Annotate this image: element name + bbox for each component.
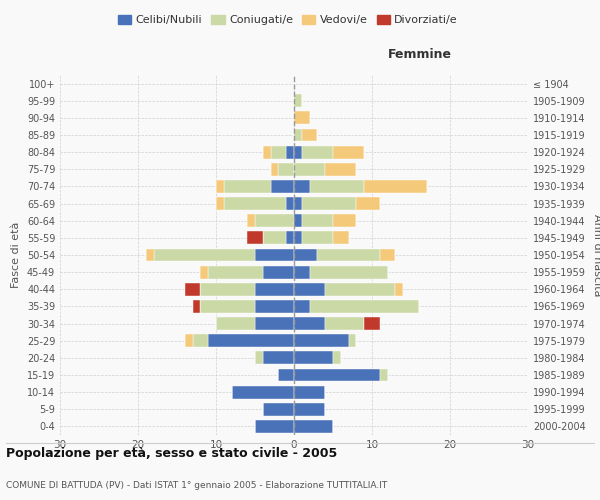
Bar (364, 317, 380, 330)
Bar (247, 232, 263, 244)
Bar (333, 352, 341, 364)
Bar (255, 300, 294, 313)
Bar (185, 283, 200, 296)
Bar (286, 146, 294, 158)
Bar (294, 197, 302, 210)
Bar (193, 300, 200, 313)
Bar (294, 334, 349, 347)
Bar (247, 214, 255, 227)
Text: COMUNE DI BATTUDA (PV) - Dati ISTAT 1° gennaio 2005 - Elaborazione TUTTITALIA.IT: COMUNE DI BATTUDA (PV) - Dati ISTAT 1° g… (6, 480, 387, 490)
Bar (216, 197, 224, 210)
Bar (294, 94, 302, 107)
Bar (294, 266, 310, 278)
Bar (302, 232, 333, 244)
Bar (364, 180, 427, 193)
Bar (349, 334, 356, 347)
Bar (263, 146, 271, 158)
Bar (255, 248, 294, 262)
Bar (255, 214, 294, 227)
Bar (263, 232, 286, 244)
Bar (208, 334, 294, 347)
Bar (356, 197, 380, 210)
Bar (325, 163, 356, 175)
Bar (294, 420, 333, 433)
Bar (395, 283, 403, 296)
Y-axis label: Anni di nascita: Anni di nascita (592, 214, 600, 296)
Bar (294, 232, 302, 244)
Bar (325, 283, 395, 296)
Text: Femmine: Femmine (388, 48, 452, 60)
Bar (271, 163, 278, 175)
Bar (380, 368, 388, 382)
Text: Popolazione per età, sesso e stato civile - 2005: Popolazione per età, sesso e stato civil… (6, 448, 337, 460)
Bar (200, 283, 255, 296)
Bar (208, 266, 263, 278)
Bar (193, 334, 208, 347)
Bar (302, 214, 333, 227)
Bar (146, 248, 154, 262)
Bar (310, 180, 364, 193)
Bar (294, 300, 310, 313)
Bar (310, 300, 419, 313)
Legend: Celibi/Nubili, Coniugati/e, Vedovi/e, Divorziati/e: Celibi/Nubili, Coniugati/e, Vedovi/e, Di… (113, 10, 463, 30)
Bar (294, 112, 310, 124)
Bar (294, 128, 302, 141)
Bar (271, 180, 294, 193)
Bar (200, 266, 208, 278)
Bar (286, 197, 294, 210)
Bar (294, 317, 325, 330)
Bar (263, 352, 294, 364)
Bar (294, 163, 325, 175)
Bar (317, 248, 380, 262)
Bar (255, 420, 294, 433)
Bar (294, 368, 380, 382)
Bar (302, 146, 333, 158)
Bar (278, 368, 294, 382)
Bar (216, 317, 255, 330)
Bar (154, 248, 255, 262)
Bar (333, 232, 349, 244)
Bar (325, 317, 364, 330)
Bar (294, 214, 302, 227)
Bar (224, 197, 286, 210)
Bar (333, 146, 364, 158)
Bar (294, 180, 310, 193)
Bar (271, 146, 286, 158)
Bar (294, 352, 333, 364)
Bar (185, 334, 193, 347)
Bar (216, 180, 224, 193)
Y-axis label: Fasce di età: Fasce di età (11, 222, 21, 288)
Bar (294, 386, 325, 398)
Bar (294, 248, 317, 262)
Bar (278, 163, 294, 175)
Bar (286, 232, 294, 244)
Bar (263, 403, 294, 415)
Bar (255, 283, 294, 296)
Bar (255, 317, 294, 330)
Bar (302, 197, 356, 210)
Bar (263, 266, 294, 278)
Bar (302, 128, 317, 141)
Bar (294, 146, 302, 158)
Bar (255, 352, 263, 364)
Bar (232, 386, 294, 398)
Bar (380, 248, 395, 262)
Bar (224, 180, 271, 193)
Bar (294, 403, 325, 415)
Bar (294, 283, 325, 296)
Bar (200, 300, 255, 313)
Bar (333, 214, 356, 227)
Bar (310, 266, 388, 278)
